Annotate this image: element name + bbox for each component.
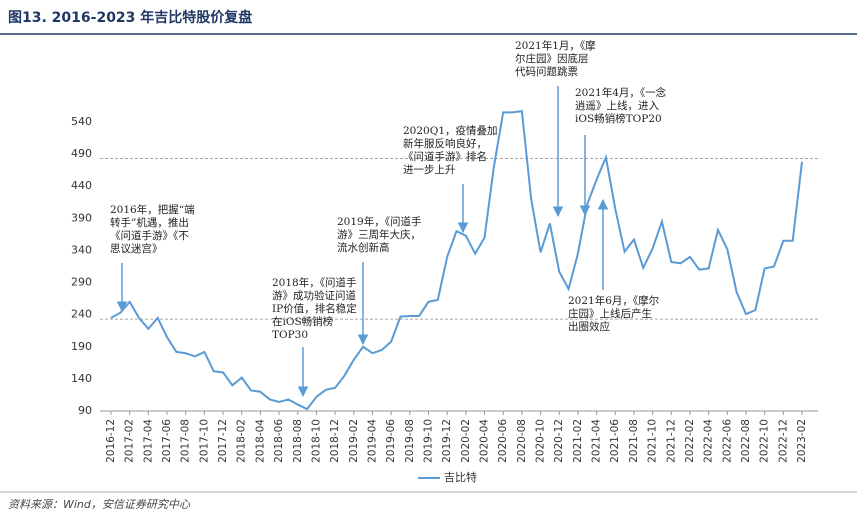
line-series <box>110 109 803 411</box>
x-tick-label: 2017-06 <box>161 419 173 463</box>
x-tick-label: 2019-04 <box>366 419 378 463</box>
annotation: 代码问题跳票 <box>515 65 578 78</box>
annotation: 2021年1月，《摩 <box>515 39 596 52</box>
annotation: 2020Q1，疫情叠加 <box>403 124 498 137</box>
x-tick-label: 2017-12 <box>217 419 229 463</box>
x-tick-label: 2019-02 <box>348 419 360 463</box>
x-tick-label: 2021-08 <box>628 419 640 463</box>
annotation: 游》三周年大庆， <box>337 228 421 241</box>
x-tick-label: 2023-02 <box>796 419 808 463</box>
y-tick-label: 390 <box>71 211 92 224</box>
x-tick-label: 2020-10 <box>535 419 547 463</box>
annotation: 游》成功验证问道 <box>272 289 356 302</box>
x-tick-label: 2017-02 <box>124 419 136 463</box>
annotation: 在iOS畅销榜 <box>272 315 333 328</box>
annotation: 庄园》上线后产生 <box>568 307 652 320</box>
legend-label: 吉比特 <box>444 470 477 484</box>
x-tick-label: 2018-08 <box>292 419 304 463</box>
x-tick-label: 2020-04 <box>479 419 491 463</box>
annotation: 逍遥》上线，进入 <box>575 99 659 112</box>
annotation: 思议迷宫》 <box>110 242 163 255</box>
x-tick-label: 2021-02 <box>572 419 584 463</box>
x-tick-label: 2022-02 <box>684 419 696 463</box>
x-tick-label: 2021-04 <box>591 419 603 463</box>
annotation: 转手”机遇，推出 <box>110 216 189 229</box>
y-tick-label: 90 <box>78 404 92 417</box>
annotation: IP价值，排名稳定 <box>272 302 357 315</box>
x-tick-label: 2019-12 <box>441 419 453 463</box>
annotation: 2016年，把握“端 <box>110 203 195 216</box>
y-tick-label: 290 <box>71 276 92 289</box>
annotation: 流水创新高 <box>337 241 390 254</box>
x-tick-label: 2020-06 <box>497 419 509 463</box>
x-tick-label: 2020-02 <box>460 419 472 463</box>
x-tick-label: 2018-06 <box>273 419 285 463</box>
x-tick-label: 2021-06 <box>609 419 621 463</box>
x-tick-label: 2017-04 <box>142 419 154 463</box>
x-tick-label: 2018-12 <box>329 419 341 463</box>
annotation: 2018年，《问道手 <box>272 276 356 289</box>
x-tick-label: 2018-10 <box>310 419 322 463</box>
y-tick-label: 340 <box>71 243 92 256</box>
annotation: 《问道手游》《不 <box>110 229 189 242</box>
x-tick-label: 2018-02 <box>236 419 248 463</box>
annotation: 2021年6月，《摩尔 <box>568 294 659 307</box>
y-tick-label: 440 <box>71 179 92 192</box>
annotation: 2021年4月，《一念 <box>575 86 667 99</box>
annotation: 进一步上升 <box>403 164 456 176</box>
x-tick-label: 2016-12 <box>105 419 117 463</box>
y-tick-label: 240 <box>71 308 92 321</box>
x-tick-label: 2020-08 <box>516 419 528 463</box>
annotation: 《问道手游》排名 <box>403 150 487 163</box>
x-tick-label: 2022-08 <box>740 419 752 463</box>
annotation: TOP30 <box>272 329 308 341</box>
x-tick-label: 2021-10 <box>647 419 659 463</box>
x-tick-label: 2019-08 <box>404 419 416 463</box>
x-tick-label: 2017-08 <box>180 419 192 463</box>
y-tick-label: 490 <box>71 147 92 160</box>
y-tick-label: 140 <box>71 372 92 385</box>
annotation: 新年服反响良好， <box>403 137 487 150</box>
source: 资料来源：Wind，安信证券研究中心 <box>8 498 191 511</box>
x-tick-label: 2022-10 <box>759 419 771 463</box>
annotation: 出圈效应 <box>568 320 610 333</box>
x-tick-label: 2022-12 <box>777 419 789 463</box>
x-tick-label: 2022-06 <box>721 419 733 463</box>
y-tick-label: 190 <box>71 340 92 353</box>
chart-title: 图13. 2016-2023 年吉比特股价复盘 <box>8 9 252 26</box>
y-tick-label: 540 <box>71 115 92 128</box>
x-tick-label: 2019-10 <box>422 419 434 463</box>
x-tick-label: 2019-06 <box>385 419 397 463</box>
x-tick-label: 2021-12 <box>665 419 677 463</box>
x-tick-label: 2018-04 <box>254 419 266 463</box>
x-tick-label: 2020-12 <box>553 419 565 463</box>
annotation: 尔庄园》因底层 <box>515 52 589 65</box>
annotation: iOS畅销榜TOP20 <box>575 112 662 125</box>
x-tick-label: 2017-10 <box>198 419 210 463</box>
annotation: 2019年，《问道手 <box>337 215 421 228</box>
x-tick-label: 2022-04 <box>703 419 715 463</box>
